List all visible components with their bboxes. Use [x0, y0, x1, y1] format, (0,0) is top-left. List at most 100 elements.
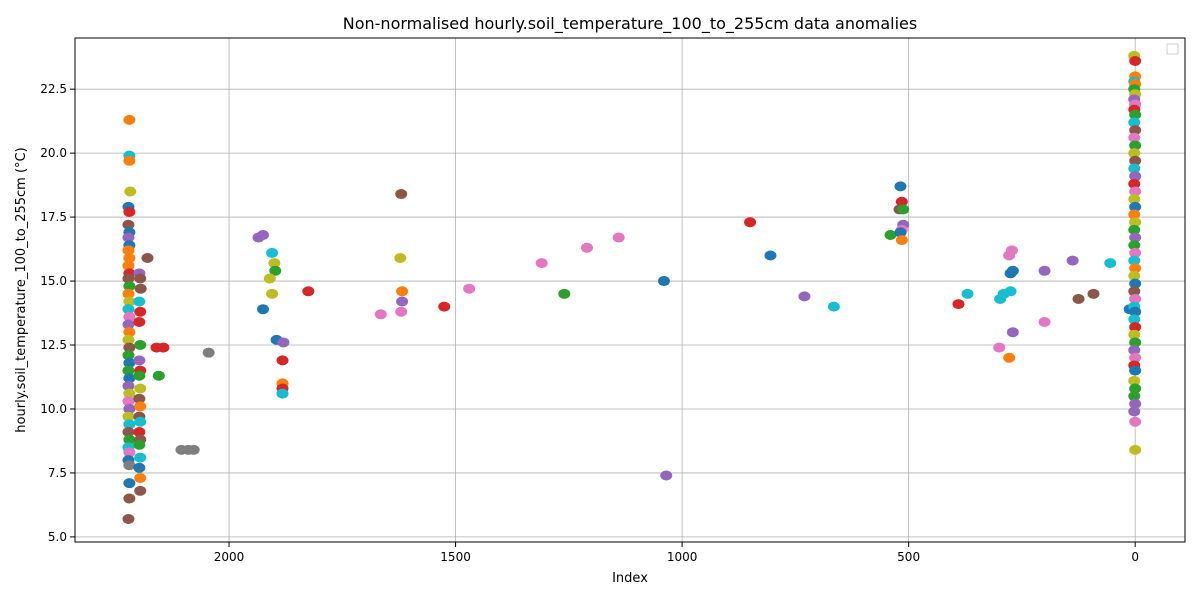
data-point	[580, 242, 593, 253]
data-point	[1128, 163, 1141, 174]
data-point	[276, 355, 289, 366]
data-point	[1128, 255, 1141, 266]
data-point	[395, 306, 408, 317]
data-point	[1128, 329, 1141, 340]
data-point	[122, 260, 135, 271]
data-point	[187, 444, 200, 455]
data-point	[123, 281, 136, 292]
data-point	[1129, 201, 1142, 212]
data-point	[266, 247, 279, 258]
data-point	[122, 304, 135, 315]
data-point	[1128, 224, 1141, 235]
data-point	[123, 388, 136, 399]
data-point	[277, 337, 290, 348]
data-point	[993, 342, 1006, 353]
data-point	[1038, 316, 1051, 327]
data-point	[133, 426, 146, 437]
data-point	[123, 253, 136, 264]
data-point	[894, 181, 907, 192]
data-point	[1128, 132, 1141, 143]
data-point	[1129, 56, 1142, 67]
x-axis-label: Index	[612, 571, 648, 586]
data-point	[1129, 293, 1142, 304]
data-point	[122, 411, 135, 422]
data-point	[202, 347, 215, 358]
data-point	[134, 383, 147, 394]
data-point	[764, 250, 777, 261]
x-tick-label: 2000	[214, 550, 245, 564]
data-point	[1038, 265, 1051, 276]
data-point	[1129, 140, 1142, 151]
data-point	[133, 316, 146, 327]
y-tick-label: 15.0	[40, 274, 67, 288]
data-point	[961, 288, 974, 299]
data-point	[123, 342, 136, 353]
data-point	[1129, 383, 1142, 394]
data-point	[1129, 278, 1142, 289]
data-point	[884, 229, 897, 240]
data-point	[897, 204, 910, 215]
data-point	[123, 403, 136, 414]
data-point	[1128, 240, 1141, 251]
data-point	[1004, 286, 1017, 297]
data-point	[798, 291, 811, 302]
y-tick-label: 20.0	[40, 146, 67, 160]
data-point	[827, 301, 840, 312]
chart-title: Non-normalised hourly.soil_temperature_1…	[343, 14, 917, 34]
data-point	[134, 485, 147, 496]
data-point	[123, 478, 136, 489]
data-point	[395, 189, 408, 200]
data-point	[122, 380, 135, 391]
data-point	[123, 373, 136, 384]
data-point	[122, 319, 135, 330]
data-point	[1104, 258, 1117, 269]
data-point	[1129, 171, 1142, 182]
y-tick-label: 22.5	[40, 82, 67, 96]
data-point	[1006, 265, 1019, 276]
data-point	[1129, 398, 1142, 409]
data-point	[1128, 391, 1141, 402]
data-point	[134, 283, 147, 294]
data-point	[1128, 345, 1141, 356]
y-tick-label: 5.0	[48, 530, 67, 544]
data-point	[122, 365, 135, 376]
data-point	[134, 273, 147, 284]
data-point	[123, 296, 136, 307]
data-point	[133, 462, 146, 473]
y-tick-label: 7.5	[48, 466, 67, 480]
x-tick-label: 1500	[440, 550, 471, 564]
data-point	[1128, 194, 1141, 205]
data-point	[123, 493, 136, 504]
grid-layer	[75, 38, 1185, 542]
data-point	[1003, 352, 1016, 363]
data-point	[123, 434, 136, 445]
data-point	[1129, 155, 1142, 166]
data-point	[141, 253, 154, 264]
data-point	[1128, 270, 1141, 281]
data-point	[394, 253, 407, 264]
data-point	[276, 388, 289, 399]
data-point	[1128, 178, 1141, 189]
data-point	[1129, 109, 1142, 120]
data-point	[134, 452, 147, 463]
data-point	[1129, 232, 1142, 243]
data-point	[1128, 117, 1141, 128]
data-point	[396, 286, 409, 297]
points-layer	[122, 50, 1142, 524]
data-point	[1006, 327, 1019, 338]
data-point	[124, 186, 137, 197]
data-point	[1072, 293, 1085, 304]
data-point	[1129, 416, 1142, 427]
data-point	[123, 311, 136, 322]
data-point	[1128, 375, 1141, 386]
data-point	[122, 396, 135, 407]
data-point	[152, 370, 165, 381]
data-point	[123, 419, 136, 430]
data-point	[157, 342, 170, 353]
y-axis-label: hourly.soil_temperature_100_to_255cm (°C…	[14, 147, 29, 432]
x-tick-label: 1000	[667, 550, 698, 564]
data-point	[134, 401, 147, 412]
data-point	[133, 355, 146, 366]
data-point	[1066, 255, 1079, 266]
data-point	[122, 288, 135, 299]
